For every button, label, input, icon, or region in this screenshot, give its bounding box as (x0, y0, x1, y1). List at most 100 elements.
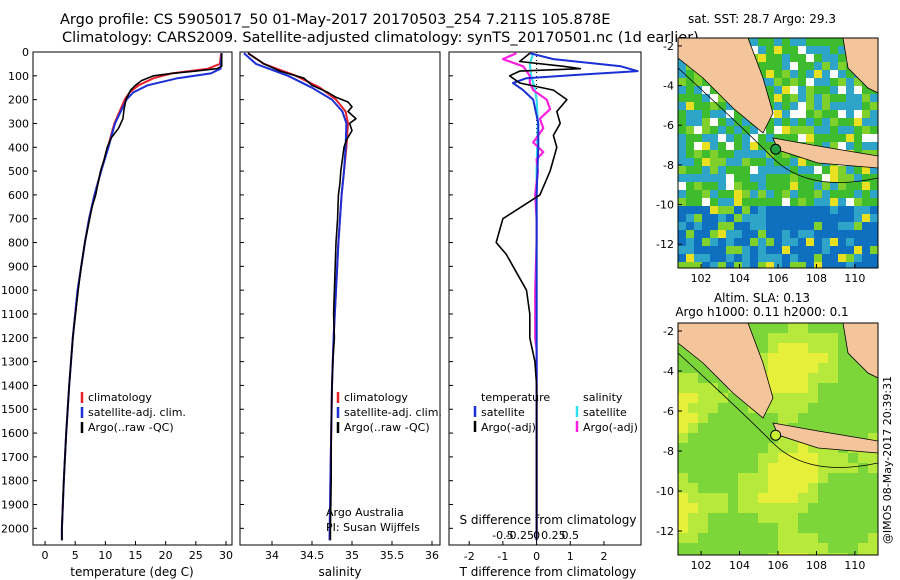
map-cell (734, 150, 742, 158)
map-cell (766, 158, 774, 166)
map-cell (848, 403, 858, 413)
map-cell (870, 206, 878, 214)
map-cell (768, 343, 778, 353)
map-cell (782, 62, 790, 70)
x-tick-label: 10 (98, 549, 112, 562)
map-cell (694, 126, 702, 134)
map-cell (698, 473, 708, 483)
map-cell (702, 246, 710, 254)
map-cell (854, 254, 862, 262)
map-cell (838, 182, 846, 190)
map-cell (798, 443, 808, 453)
map-cell (738, 423, 748, 433)
map-cell (854, 142, 862, 150)
map-cell (774, 206, 782, 214)
map-cell (734, 174, 742, 182)
map-cell (710, 94, 718, 102)
map-cell (858, 433, 868, 443)
map-cell (734, 126, 742, 134)
map-cell (686, 182, 694, 190)
y-tick-label: 1900 (1, 499, 29, 512)
map-cell (870, 198, 878, 206)
map-cell (708, 513, 718, 523)
map-cell (808, 393, 818, 403)
map-cell (768, 473, 778, 483)
map-cell (718, 393, 728, 403)
map-cell (734, 118, 742, 126)
map-cell (806, 54, 814, 62)
map-cell (868, 423, 878, 433)
map-cell (728, 443, 738, 453)
map-cell (726, 254, 734, 262)
map-cell (766, 134, 774, 142)
map-cell (726, 182, 734, 190)
map-cell (718, 166, 726, 174)
map-cell (870, 238, 878, 246)
map-cell (778, 323, 788, 333)
map-cell (808, 543, 818, 553)
map-cell (798, 343, 808, 353)
map-cell (822, 190, 830, 198)
map-cell (830, 222, 838, 230)
map-cell (758, 483, 768, 493)
map-cell (838, 78, 846, 86)
map-cell (758, 254, 766, 262)
map-cell (678, 453, 688, 463)
map-cell (742, 142, 750, 150)
top-x-axis-label: S difference from climatology (460, 513, 637, 527)
map-cell (798, 543, 808, 553)
map-cell (758, 166, 766, 174)
map-cell (782, 190, 790, 198)
map-cell (790, 110, 798, 118)
map-cell (718, 110, 726, 118)
map-cell (798, 383, 808, 393)
map-cell (828, 363, 838, 373)
map-cell (738, 433, 748, 443)
map-cell (766, 70, 774, 78)
map-cell (686, 102, 694, 110)
map-cell (814, 222, 822, 230)
map-cell (774, 182, 782, 190)
map-cell (708, 443, 718, 453)
map-cell (814, 174, 822, 182)
map-cell (838, 543, 848, 553)
map-cell (686, 174, 694, 182)
map-cell (748, 323, 758, 333)
map-cell (798, 46, 806, 54)
map-cell (678, 102, 686, 110)
map-inner (678, 38, 878, 268)
map-cell (798, 166, 806, 174)
plot-frame-2 (239, 51, 441, 546)
y-tick-label: 400 (8, 141, 29, 154)
map-cell (686, 158, 694, 166)
map-cell (694, 262, 702, 268)
map-cell (758, 453, 768, 463)
map-cell (822, 254, 830, 262)
map-cell (818, 383, 828, 393)
map-cell (686, 254, 694, 262)
map-cell (678, 214, 686, 222)
map-y-tick-label: -2 (663, 325, 674, 338)
x-tick-label: 1 (567, 550, 574, 563)
map-cell (870, 126, 878, 134)
map-cell (806, 262, 814, 268)
map-cell (782, 166, 790, 174)
map-cell (838, 343, 848, 353)
argo-position-marker (770, 429, 782, 441)
map-cell (718, 453, 728, 463)
map-cell (870, 94, 878, 102)
map-cell (678, 166, 686, 174)
map-cell (798, 230, 806, 238)
map-cell (778, 453, 788, 463)
map-cell (798, 182, 806, 190)
map-cell (854, 262, 862, 268)
map-cell (778, 503, 788, 513)
map-cell (758, 70, 766, 78)
map-cell (782, 206, 790, 214)
map-cell (798, 463, 808, 473)
map-cell (788, 413, 798, 423)
map-cell (798, 413, 808, 423)
map-cell (718, 383, 728, 393)
map-cell (778, 373, 788, 383)
map-cell (686, 222, 694, 230)
